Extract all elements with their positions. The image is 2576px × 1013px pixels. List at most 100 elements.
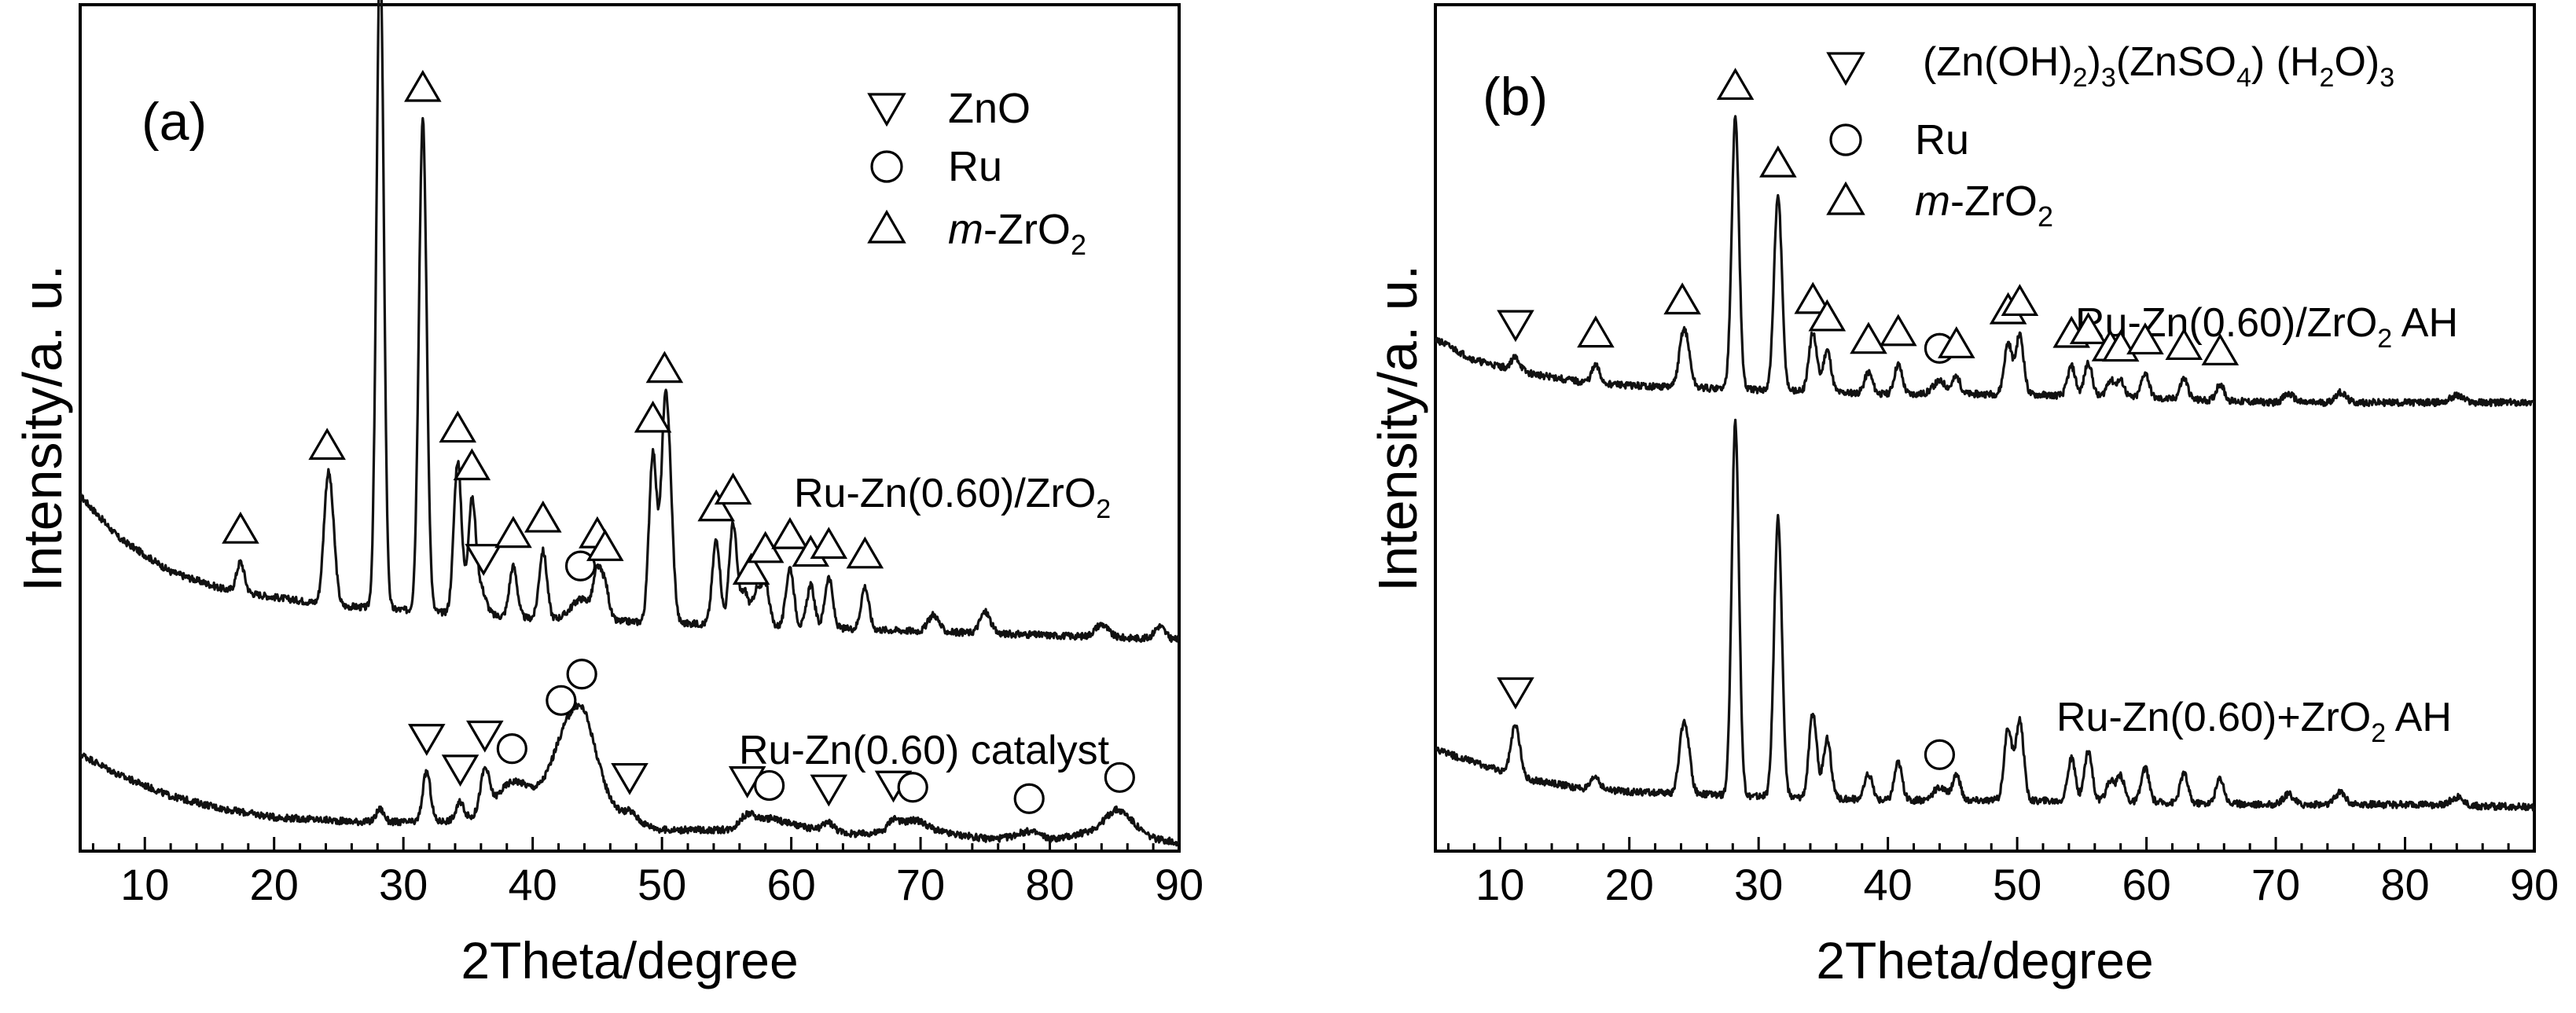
legend-marker-circle	[1829, 123, 1862, 156]
peak-marker-ru-circle	[897, 772, 928, 803]
peak-marker-up-triangle	[1808, 299, 1847, 332]
peak-marker-up-triangle	[714, 472, 752, 505]
x-tick-label: 20	[1605, 860, 1654, 909]
panel-a-y-axis-label: Intensity/a. u.	[12, 265, 73, 592]
x-tick-label: 30	[379, 860, 428, 909]
peak-marker-ru-circle	[1924, 739, 1956, 770]
panel-b-y-axis-label: Intensity/a. u.	[1367, 265, 1428, 592]
series-label-sub: 2	[2371, 718, 2386, 748]
series-label-ru-zn-zro2: Ru-Zn(0.60)/ZrO2	[794, 471, 1111, 524]
peak-marker-up-triangle	[586, 529, 624, 561]
peak-marker-up-triangle	[2069, 312, 2107, 344]
peak-marker-down-triangle	[1497, 677, 1534, 710]
x-tick-label: 60	[2122, 860, 2170, 909]
peak-marker-ru-circle	[1104, 762, 1135, 793]
legend-label-zro-text: -ZrO	[983, 206, 1071, 253]
x-tick-label: 80	[2380, 860, 2429, 909]
series-line	[79, 702, 1181, 847]
x-tick-label: 40	[508, 860, 557, 909]
peak-marker-down-triangle	[611, 762, 649, 795]
panel-a: 10 20 30 40 50 60 70 80 90 (a) Intensity/a. u. 2…	[12, 0, 1203, 989]
peak-marker-up-triangle	[2001, 284, 2039, 317]
legend-marker-up-triangle	[1826, 181, 1865, 215]
peak-marker-ru-circle	[546, 685, 577, 716]
peak-marker-up-triangle	[1663, 282, 1701, 315]
panel-b-legend: (Zn(OH)2)3(ZnSO4) (H2O)3 Ru m-ZrO2	[1826, 39, 2394, 233]
peak-marker-down-triangle	[441, 754, 480, 787]
legend-label-m-prefix: m	[1915, 178, 1950, 225]
peak-marker-down-triangle	[1497, 310, 1534, 343]
x-tick-label: 10	[120, 860, 169, 909]
peak-marker-up-triangle	[645, 351, 684, 384]
peak-marker-up-triangle	[2126, 322, 2164, 355]
peak-marker-up-triangle	[771, 516, 809, 549]
peak-marker-up-triangle	[732, 552, 770, 585]
peak-marker-ru-circle	[496, 733, 527, 765]
peak-marker-ru-circle	[566, 659, 597, 690]
peak-marker-down-triangle	[466, 720, 504, 753]
peak-marker-up-triangle	[1880, 314, 1917, 347]
peak-marker-up-triangle	[1794, 281, 1832, 314]
legend-marker-circle	[870, 150, 903, 183]
legend-label-ru: Ru	[948, 143, 1002, 190]
peak-marker-down-triangle	[465, 544, 502, 576]
panel-a-plot-frame	[79, 3, 1181, 853]
panel-a-legend: ZnO Ru m-ZrO2	[867, 85, 1086, 261]
series-label-ru-zn-zro2-sub: 2	[1096, 494, 1111, 524]
legend-label-subscript: 2	[1071, 229, 1086, 261]
legend-label-m-zro2: m-ZrO2	[948, 206, 1086, 261]
series-label-ru-zn-plus-zro2-ah: Ru-Zn(0.60)+ZrO2 AH	[2056, 695, 2452, 748]
legend-marker-up-triangle	[867, 209, 906, 244]
panel-a-x-ticks	[91, 837, 1181, 851]
legend-label-zno: ZnO	[948, 85, 1031, 132]
series-line	[79, 0, 1181, 643]
x-tick-label: 90	[1155, 860, 1203, 909]
legend-label-subscript: 2	[2038, 200, 2053, 233]
x-tick-label: 60	[766, 860, 815, 909]
peak-marker-up-triangle	[439, 410, 477, 443]
peak-marker-up-triangle	[453, 448, 491, 481]
x-tick-label: 70	[2251, 860, 2300, 909]
peak-marker-down-triangle	[407, 724, 446, 756]
x-tick-label: 70	[896, 860, 945, 909]
peak-marker-up-triangle	[222, 512, 259, 544]
panel-b-x-axis-label: 2Theta/degree	[1816, 931, 2153, 989]
legend-label-zro-text: -ZrO	[1950, 178, 2038, 225]
legend-marker-down-triangle	[867, 93, 906, 127]
series-label-sub: 2	[2377, 324, 2392, 354]
peak-marker-up-triangle	[810, 527, 848, 560]
legend-label-m-prefix: m	[948, 206, 983, 253]
peak-marker-ru-circle	[1013, 783, 1045, 814]
panel-b-label: (b)	[1483, 67, 1548, 127]
panel-b-plot-frame	[1434, 3, 2536, 853]
peak-marker-up-triangle	[1938, 326, 1975, 358]
series-label-suffix: AH	[2392, 300, 2458, 346]
peak-marker-up-triangle	[2165, 328, 2203, 361]
x-tick-label: 30	[1734, 860, 1783, 909]
series-line	[1434, 115, 2536, 408]
peak-marker-up-triangle	[524, 500, 562, 533]
peak-marker-up-triangle	[846, 536, 884, 569]
series-line	[1435, 418, 2536, 812]
peak-marker-up-triangle	[697, 489, 735, 522]
peak-marker-ru-circle	[564, 550, 597, 582]
legend-marker-down-triangle	[1826, 52, 1865, 86]
x-tick-label: 80	[1025, 860, 1074, 909]
peak-marker-up-triangle	[1850, 321, 1887, 354]
panel-b-series	[1434, 68, 2536, 812]
legend-label-ru: Ru	[1915, 116, 1969, 163]
panel-b-x-ticks	[1446, 837, 2536, 851]
peak-marker-up-triangle	[1759, 145, 1797, 178]
series-label-ru-zn-zro2-main: Ru-Zn(0.60)/ZrO	[794, 471, 1096, 516]
panel-b: 10 20 30 40 50 60 70 80 90 (b) Intensity/a. u. 2…	[1367, 3, 2559, 989]
x-tick-label: 20	[250, 860, 299, 909]
peak-marker-up-triangle	[494, 516, 532, 549]
peak-marker-ru-circle	[754, 769, 785, 802]
panel-a-label: (a)	[141, 92, 207, 152]
peak-marker-up-triangle	[404, 69, 442, 102]
series-label-main: Ru-Zn(0.60)+ZrO	[2056, 695, 2371, 740]
x-tick-label: 10	[1475, 860, 1524, 909]
series-label-suffix: AH	[2386, 695, 2452, 740]
panel-a-x-tick-labels: 10 20 30 40 50 60 70 80 90	[120, 860, 1203, 909]
